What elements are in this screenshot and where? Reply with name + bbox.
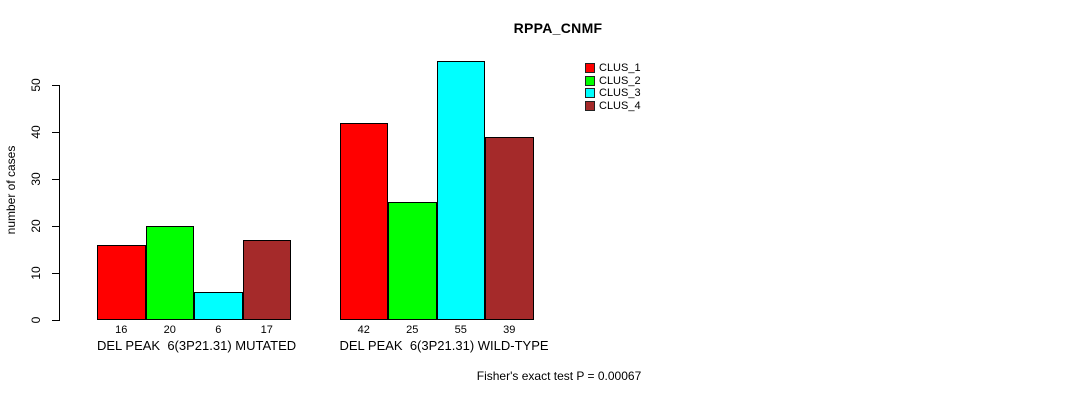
y-tick-label: 10 (29, 266, 43, 280)
bar-clus_4-group2 (485, 137, 534, 320)
bar-clus_3-group2 (436, 61, 485, 320)
bar-clus_4-group1 (242, 240, 291, 320)
legend-swatch-icon (585, 100, 595, 111)
group-label: DEL PEAK 6(3P21.31) WILD-TYPE (339, 338, 549, 353)
y-tick-mark (52, 226, 59, 227)
y-tick-mark (52, 320, 59, 321)
legend-label: CLUS_3 (599, 87, 641, 100)
legend-swatch-icon (585, 63, 595, 74)
legend-swatch-icon (585, 75, 595, 86)
legend-swatch-icon (585, 88, 595, 99)
y-tick-mark (52, 179, 59, 180)
legend-item-clus_4: CLUS_4 (585, 100, 641, 113)
bar-value-label: 25 (406, 324, 419, 336)
bar-value-label: 17 (260, 324, 273, 336)
bar-clus_2-group2 (388, 202, 437, 320)
y-tick-mark (52, 132, 59, 133)
group-label: DEL PEAK 6(3P21.31) MUTATED (97, 338, 297, 353)
fisher-test-annotation: Fisher's exact test P = 0.00067 (476, 369, 642, 383)
y-tick-mark (52, 273, 59, 274)
y-tick-label: 20 (29, 219, 43, 233)
y-tick-label: 30 (29, 172, 43, 186)
legend: CLUS_1 CLUS_2 CLUS_3 CLUS_4 (585, 62, 641, 112)
legend-item-clus_1: CLUS_1 (585, 62, 641, 75)
bar-clus_2-group1 (145, 226, 194, 320)
y-axis-line (59, 85, 60, 321)
bar-clus_3-group1 (194, 292, 243, 320)
chart-title: RPPA_CNMF (513, 20, 603, 36)
bar-value-label: 20 (163, 324, 176, 336)
legend-item-clus_2: CLUS_2 (585, 75, 641, 88)
legend-label: CLUS_2 (599, 74, 641, 87)
bar-value-label: 39 (503, 324, 516, 336)
legend-item-clus_3: CLUS_3 (585, 87, 641, 100)
y-tick-mark (52, 85, 59, 86)
bar-value-label: 55 (454, 324, 467, 336)
bar-clus_1-group1 (97, 245, 146, 320)
legend-label: CLUS_1 (599, 62, 641, 75)
legend-label: CLUS_4 (599, 99, 641, 112)
y-tick-label: 0 (29, 316, 43, 324)
bar-value-label: 6 (215, 324, 222, 336)
bar-value-label: 42 (357, 324, 370, 336)
bar-value-label: 16 (115, 324, 128, 336)
y-tick-label: 40 (29, 125, 43, 139)
bar-clus_1-group2 (339, 123, 388, 320)
y-tick-label: 50 (29, 78, 43, 92)
